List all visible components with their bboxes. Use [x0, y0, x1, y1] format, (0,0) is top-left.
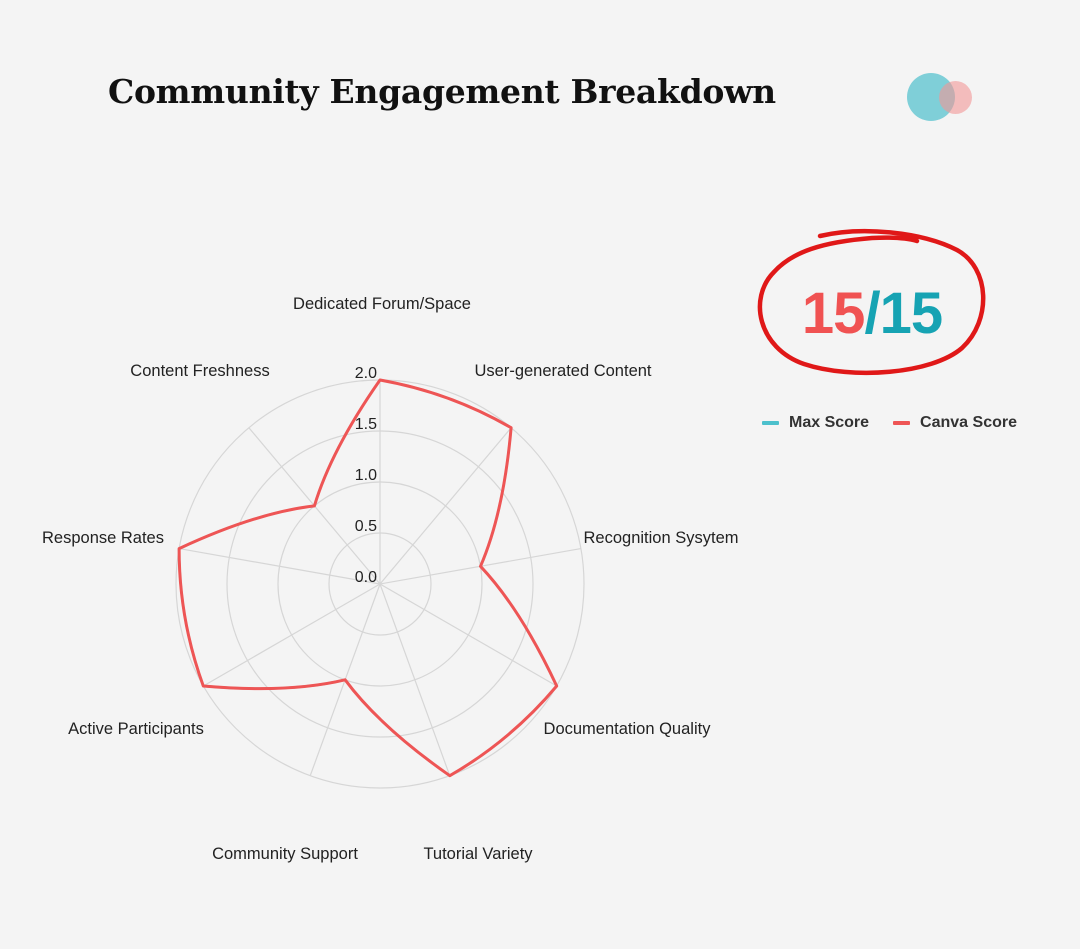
brand-logo-icon: [905, 72, 977, 124]
legend-item-canva-score[interactable]: Canva Score: [893, 414, 1017, 432]
grid-spoke: [178, 547, 381, 585]
logo-pink-circle: [939, 81, 972, 114]
score-achieved: 15: [801, 281, 866, 346]
score-value: 15/15: [752, 280, 992, 347]
category-label: Response Rates: [42, 529, 164, 547]
legend-item-max-score[interactable]: Max Score: [762, 414, 869, 432]
tick-label: 1.0: [355, 467, 377, 484]
category-label: Community Support: [212, 845, 358, 863]
chart-legend: Max Score Canva Score: [762, 414, 1017, 432]
grid-spoke: [379, 583, 557, 687]
grid-spoke: [203, 583, 381, 687]
legend-label: Canva Score: [920, 414, 1017, 431]
category-label: Recognition Sysytem: [584, 529, 739, 547]
category-label: Tutorial Variety: [423, 845, 533, 863]
grid-spoke: [379, 427, 512, 585]
tick-label: 0.5: [355, 518, 377, 535]
tick-label: 0.0: [355, 569, 377, 586]
category-label: Content Freshness: [130, 362, 269, 380]
hand-drawn-circle-icon: [757, 228, 986, 376]
category-label: Documentation Quality: [544, 720, 712, 738]
series-canva-score: [177, 378, 559, 778]
category-label: User-generated Content: [474, 362, 651, 380]
score-maximum: 15: [879, 281, 944, 346]
legend-swatch: [893, 421, 911, 425]
page-title: Community Engagement Breakdown: [108, 72, 776, 111]
legend-label: Max Score: [789, 414, 870, 431]
grid-spoke: [379, 583, 451, 776]
score-separator: /: [864, 281, 880, 346]
category-label: Active Participants: [68, 720, 204, 738]
legend-swatch: [762, 421, 779, 425]
tick-label: 2.0: [355, 365, 377, 382]
score-badge: 15/15: [752, 228, 992, 388]
category-label: Dedicated Forum/Space: [293, 295, 471, 313]
tick-label: 1.5: [355, 416, 377, 433]
